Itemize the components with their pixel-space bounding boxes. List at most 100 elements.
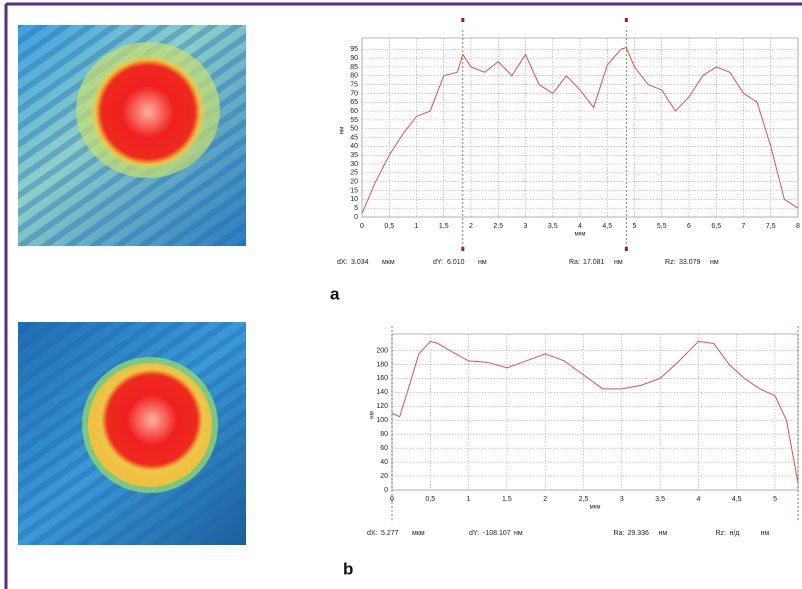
measure-unit: нм [659,530,668,537]
x-tick-label: 3 [524,223,528,230]
y-tick-label: 35 [350,152,358,159]
measure-label: Rz: [665,259,676,266]
x-tick-label: 5 [633,223,637,230]
y-tick-label: 5 [354,205,358,212]
measure-value: 17.081 [583,259,605,266]
measure-value: 29.336 [628,530,650,537]
y-tick-label: 0 [384,487,388,494]
cursor-marker [461,18,465,22]
y-tick-label: 0 [354,214,358,221]
afm-image [18,25,246,246]
panel-label: b [343,559,353,578]
x-tick-label: 0 [360,223,364,230]
measure-value: н/д [730,530,740,537]
cursor-marker [624,18,628,22]
y-tick-label: 25 [350,170,358,177]
measure-value: 6.010 [447,259,465,266]
x-tick-label: 1,5 [502,496,512,503]
y-tick-label: 80 [350,73,358,80]
measure-value: -108.107 [483,530,511,537]
x-tick-label: 4 [578,223,582,230]
x-tick-label: 2 [543,496,547,503]
y-tick-label: 160 [376,375,388,382]
y-tick-label: 30 [350,161,358,168]
x-tick-label: 0,5 [425,496,435,503]
x-tick-label: 3,5 [548,223,558,230]
plot-area [361,37,799,218]
measure-label: dY: [433,259,443,266]
y-tick-label: 45 [350,134,358,141]
x-tick-label: 6 [687,223,691,230]
measure-unit: мкм [412,530,425,537]
y-tick-label: 70 [350,90,358,97]
cursor-marker [624,247,628,251]
x-tick-label: 2,5 [493,223,503,230]
y-tick-label: 20 [380,473,388,480]
x-tick-label: 8 [796,223,800,230]
x-axis-label: мкм [575,232,586,238]
measure-unit: мкм [382,259,395,266]
measure-value: 33.079 [679,259,701,266]
y-tick-label: 140 [376,389,388,396]
y-tick-label: 20 [350,179,358,186]
y-tick-label: 80 [380,431,388,438]
afm-image [18,322,246,545]
y-tick-label: 200 [376,347,388,354]
profile-line [361,46,799,214]
measure-unit: нм [514,530,523,537]
y-tick-label: 40 [380,459,388,466]
y-tick-label: 50 [350,126,358,133]
y-axis-label: нм [370,411,376,418]
y-tick-label: 15 [350,187,358,194]
x-tick-label: 1,5 [439,223,449,230]
y-tick-label: 10 [350,196,358,203]
x-tick-label: 0,5 [384,223,394,230]
x-tick-label: 6,5 [711,223,721,230]
profile-line [391,340,799,484]
x-tick-label: 3 [620,496,624,503]
plot-area [391,333,799,491]
x-tick-label: 1 [415,223,419,230]
y-axis-label: нм [340,127,346,134]
y-tick-label: 75 [350,81,358,88]
measure-value: 5.277 [381,530,399,537]
y-tick-label: 90 [350,55,358,62]
x-tick-label: 4 [696,496,700,503]
y-tick-label: 65 [350,99,358,106]
x-tick-label: 4,5 [732,496,742,503]
y-tick-label: 100 [376,417,388,424]
y-tick-label: 55 [350,117,358,124]
measure-unit: нм [710,259,719,266]
cursor-marker [461,247,465,251]
panel-label: a [330,284,340,303]
measure-label: dY: [469,530,479,537]
x-axis-label: мкм [590,505,601,511]
x-tick-label: 3,5 [655,496,665,503]
y-tick-label: 85 [350,64,358,71]
measure-label: Rz: [716,530,727,537]
measure-unit: нм [761,530,770,537]
y-tick-label: 60 [380,445,388,452]
y-tick-label: 95 [350,46,358,53]
measure-unit: нм [478,259,487,266]
x-tick-label: 7 [742,223,746,230]
x-tick-label: 2 [469,223,473,230]
y-tick-label: 180 [376,361,388,368]
x-tick-label: 2,5 [579,496,589,503]
y-tick-label: 60 [350,108,358,115]
measure-label: Ra: [569,259,580,266]
y-tick-label: 120 [376,403,388,410]
x-tick-label: 5,5 [657,223,667,230]
measure-unit: нм [614,259,623,266]
measure-value: 3.034 [351,259,369,266]
measure-label: dX: [337,259,348,266]
x-tick-label: 7,5 [766,223,776,230]
x-tick-label: 1 [467,496,471,503]
measure-label: dX: [367,530,378,537]
x-tick-label: 5 [773,496,777,503]
measure-label: Ra: [614,530,625,537]
x-tick-label: 4,5 [602,223,612,230]
y-tick-label: 40 [350,143,358,150]
